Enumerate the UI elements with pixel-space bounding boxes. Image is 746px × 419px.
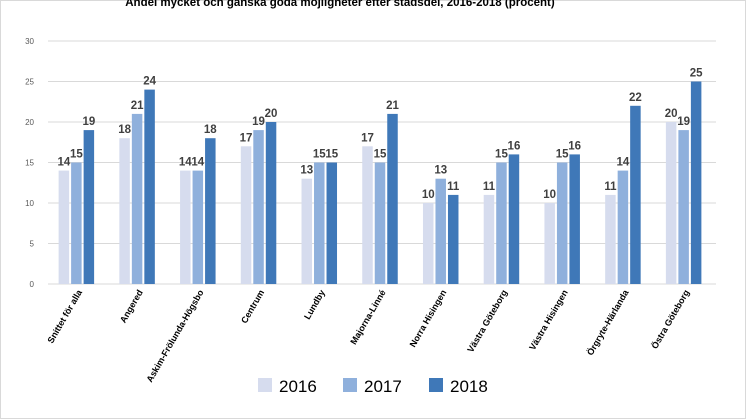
data-label: 14 [191, 157, 204, 169]
y-axis-ticks: 0 5 10 15 20 25 30 [25, 37, 34, 289]
data-label: 19 [677, 116, 690, 128]
data-label: 19 [252, 116, 265, 128]
data-label: 13 [434, 165, 447, 177]
bar [131, 113, 143, 285]
data-label: 14 [617, 157, 630, 169]
data-label: 18 [118, 124, 131, 136]
bar [240, 146, 252, 284]
x-tick-label: Östra Göteborg [649, 288, 691, 351]
y-tick-label: 10 [25, 199, 34, 208]
bar [180, 170, 191, 284]
data-label: 25 [690, 68, 703, 80]
legend-label: 2016 [279, 377, 317, 396]
x-tick-label: Västra Hisingen [527, 288, 570, 352]
data-label: 15 [70, 149, 83, 161]
data-label: 14 [57, 157, 70, 169]
bar [630, 105, 641, 284]
bar [435, 178, 446, 284]
data-label: 16 [508, 140, 521, 152]
bar [119, 138, 130, 284]
data-label: 10 [422, 189, 435, 201]
data-label: 15 [325, 149, 338, 161]
y-tick-label: 5 [30, 240, 35, 249]
bar [71, 162, 82, 284]
chart-title: Andel mycket och ganska goda möjligheter… [125, 0, 555, 9]
y-tick-label: 25 [25, 78, 34, 87]
data-label: 19 [82, 116, 95, 128]
bar [265, 122, 277, 284]
data-label: 10 [543, 189, 556, 201]
x-tick-label: Angered [118, 288, 145, 325]
bar [447, 194, 459, 284]
y-tick-label: 30 [25, 37, 34, 46]
data-label: 11 [447, 181, 460, 193]
x-tick-label: Majorna-Linné [348, 288, 387, 346]
bar [362, 146, 373, 284]
bar [58, 170, 70, 284]
bar [678, 130, 689, 284]
bar [205, 138, 216, 284]
bar [544, 203, 555, 284]
bar [192, 170, 204, 284]
data-label: 13 [300, 165, 313, 177]
x-tick-label: Lundby [302, 288, 327, 321]
bar [301, 178, 313, 284]
data-label: 21 [386, 100, 399, 112]
data-label: 15 [495, 149, 508, 161]
y-tick-label: 20 [25, 118, 34, 127]
bar [483, 194, 495, 284]
legend: 2016 2017 2018 [258, 377, 488, 396]
data-label: 20 [665, 108, 678, 120]
bar [569, 154, 580, 284]
bar [605, 194, 616, 284]
legend-swatch [258, 378, 272, 392]
bar [690, 81, 702, 284]
legend-label: 2018 [450, 377, 488, 396]
bar [253, 130, 264, 284]
y-tick-label: 0 [30, 280, 35, 289]
data-label: 22 [629, 92, 642, 104]
bar [617, 170, 629, 284]
data-label: 15 [313, 149, 326, 161]
x-tick-label: Askim-Frölunda-Högsbo [144, 288, 205, 384]
bar [665, 122, 677, 284]
data-label: 24 [143, 76, 156, 88]
data-label: 15 [374, 149, 387, 161]
legend-swatch [343, 378, 357, 392]
bar [556, 162, 568, 284]
bar [508, 154, 520, 284]
data-label: 20 [265, 108, 278, 120]
bar [83, 130, 95, 284]
bar [314, 162, 325, 284]
x-tick-label: Centrum [239, 288, 266, 325]
data-label: 18 [204, 124, 217, 136]
bar [496, 162, 507, 284]
data-label: 16 [568, 140, 581, 152]
x-axis-categories: Snittet för alla Angered Askim-Frölunda-Hö… [45, 287, 691, 384]
x-tick-label: Västra Göteborg [465, 288, 509, 354]
bar [326, 162, 338, 284]
x-tick-label: Norra Hisingen [408, 288, 449, 349]
data-label: 15 [556, 149, 569, 161]
data-label: 14 [179, 157, 192, 169]
bars [58, 81, 702, 285]
legend-swatch [429, 378, 443, 392]
data-label: 11 [604, 181, 617, 193]
bar [374, 162, 386, 284]
x-tick-label: Örgryte-Härlanda [585, 287, 631, 357]
data-label: 21 [131, 100, 144, 112]
data-label: 17 [240, 132, 253, 144]
data-label: 17 [361, 132, 374, 144]
bar [387, 113, 398, 285]
data-label: 11 [483, 181, 496, 193]
y-tick-label: 15 [25, 159, 34, 168]
legend-label: 2017 [364, 377, 402, 396]
gridlines [48, 40, 716, 285]
bar [144, 89, 155, 284]
x-tick-label: Snittet för alla [45, 287, 84, 345]
bar [422, 203, 434, 284]
